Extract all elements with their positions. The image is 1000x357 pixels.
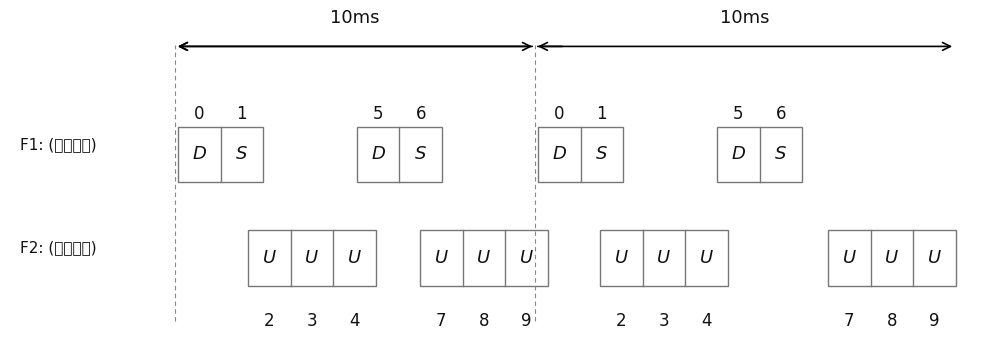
Text: 9: 9 [521, 312, 532, 330]
Text: 6: 6 [415, 105, 426, 123]
Text: 7: 7 [844, 312, 855, 330]
Text: 4: 4 [701, 312, 712, 330]
Text: 0: 0 [194, 105, 204, 123]
Text: 2: 2 [264, 312, 275, 330]
Text: U: U [928, 249, 941, 267]
Text: U: U [520, 249, 533, 267]
Text: U: U [843, 249, 856, 267]
Text: U: U [263, 249, 276, 267]
Text: U: U [700, 249, 713, 267]
Text: U: U [657, 249, 671, 267]
Text: 8: 8 [887, 312, 897, 330]
Text: U: U [305, 249, 319, 267]
Text: 2: 2 [616, 312, 627, 330]
Text: F2: (上行频段): F2: (上行频段) [20, 241, 97, 256]
Text: D: D [731, 145, 745, 164]
Bar [717, 127, 802, 182]
Text: 1: 1 [236, 105, 247, 123]
Text: S: S [415, 145, 426, 164]
Text: D: D [371, 145, 385, 164]
Text: 4: 4 [349, 312, 360, 330]
Text: 7: 7 [436, 312, 447, 330]
Text: 3: 3 [659, 312, 669, 330]
Text: U: U [435, 249, 448, 267]
Text: U: U [348, 249, 361, 267]
Text: 6: 6 [776, 105, 786, 123]
Bar [357, 127, 442, 182]
Text: S: S [236, 145, 247, 164]
Text: 9: 9 [929, 312, 940, 330]
Text: 0: 0 [554, 105, 564, 123]
Bar [178, 127, 263, 182]
Text: 10ms: 10ms [720, 9, 770, 27]
Bar [248, 230, 376, 286]
Bar [828, 230, 956, 286]
Text: D: D [192, 145, 206, 164]
Text: U: U [885, 249, 899, 267]
Text: S: S [596, 145, 607, 164]
Text: S: S [775, 145, 786, 164]
Text: 10ms: 10ms [330, 9, 380, 27]
Text: F1: (下行频段): F1: (下行频段) [20, 137, 97, 152]
Text: U: U [615, 249, 628, 267]
Text: D: D [552, 145, 566, 164]
Text: 8: 8 [479, 312, 489, 330]
Text: 5: 5 [733, 105, 744, 123]
Text: 1: 1 [596, 105, 607, 123]
Text: 5: 5 [373, 105, 384, 123]
Bar [600, 230, 728, 286]
Text: 3: 3 [307, 312, 317, 330]
Bar [538, 127, 623, 182]
Text: U: U [477, 249, 491, 267]
Bar [420, 230, 548, 286]
